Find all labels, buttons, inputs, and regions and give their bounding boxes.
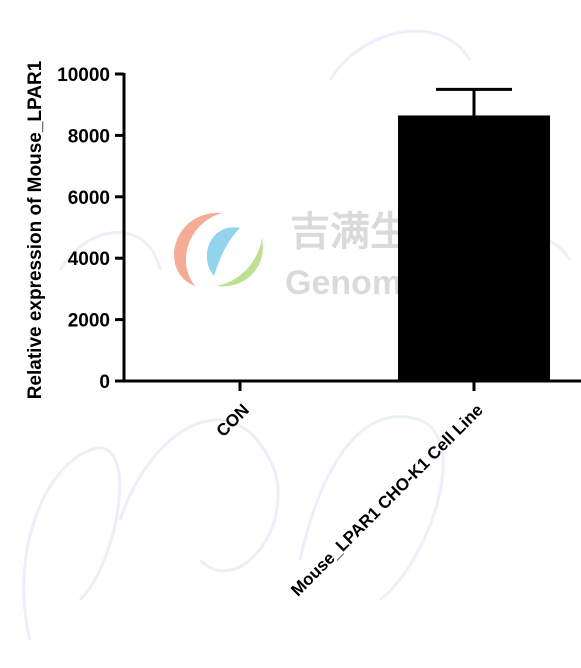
x-tick-label: CON	[213, 400, 253, 440]
y-tick-label: 10000	[57, 65, 110, 86]
y-tick-label: 2000	[68, 311, 110, 332]
y-tick-label: 8000	[68, 126, 110, 147]
bar-2	[398, 115, 550, 381]
y-tick-label: 6000	[68, 188, 110, 209]
watermark-logo	[174, 212, 263, 287]
y-tick-label: 0	[99, 372, 110, 393]
y-tick-label: 4000	[68, 249, 110, 270]
y-axis-label: Relative expression of Mouse_LPAR1	[25, 60, 46, 399]
